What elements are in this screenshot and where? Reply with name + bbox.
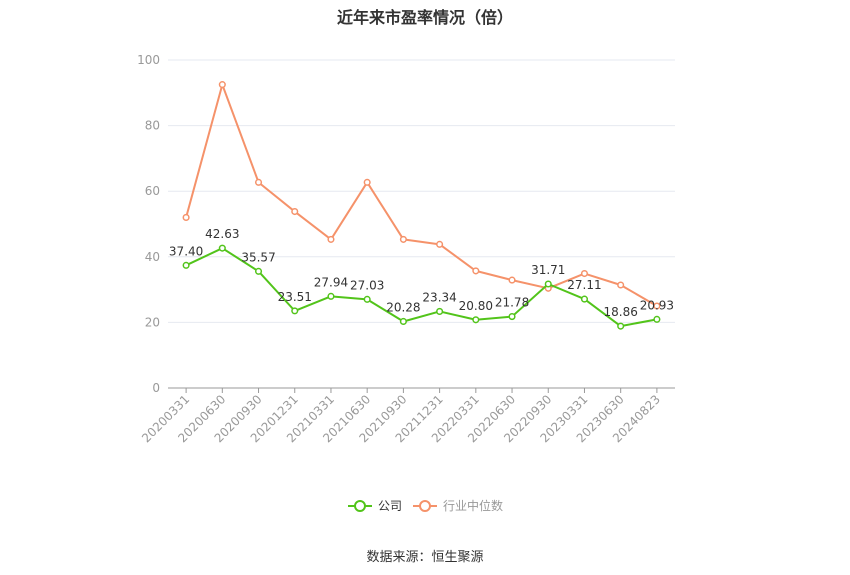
data-point-0 [291,307,299,315]
data-point-0 [472,316,480,324]
data-point-1 [363,178,371,186]
grid-layer [168,59,675,323]
data-point-1 [436,240,444,248]
y-tick-label: 20 [145,315,160,329]
data-point-0 [327,292,335,300]
data-point-0 [182,261,190,269]
data-point-1 [327,235,335,243]
data-label: 21.78 [495,296,529,310]
data-point-1 [182,213,190,221]
data-point-0 [363,295,371,303]
legend-item-1[interactable]: 行业中位数 [413,498,503,513]
data-label: 37.40 [169,244,203,258]
data-point-1 [580,269,589,278]
data-label: 20.93 [640,298,674,312]
data-point-1 [508,276,516,284]
data-point-1 [218,81,226,89]
series-layer [182,81,661,330]
data-point-0 [436,307,444,315]
data-point-0 [580,295,589,303]
data-point-1 [399,235,407,243]
data-point-0 [254,267,263,275]
data-label: 23.51 [278,290,312,304]
data-label: 35.57 [241,250,275,264]
data-point-0 [399,317,407,326]
data-point-0 [508,313,516,321]
series-line-0 [185,247,658,328]
series-line-1 [185,83,658,307]
chart-title: 近年来市盈率情况（倍） [336,8,513,27]
legend-marker-icon [419,500,431,512]
legend-marker-icon [354,500,366,512]
data-label: 31.71 [531,263,565,277]
data-label: 18.86 [603,305,637,319]
data-point-0 [653,315,661,323]
y-tick-label: 60 [145,184,160,198]
legend-label: 行业中位数 [443,498,503,513]
data-label: 23.34 [422,290,456,304]
data-point-0 [617,322,625,330]
legend-label: 公司 [378,499,402,513]
data-point-0 [218,244,226,252]
data-label: 27.03 [350,278,384,292]
legend-item-0[interactable]: 公司 [348,499,402,513]
data-label: 20.80 [459,299,493,313]
y-tick-label: 80 [145,119,160,133]
data-source-note: 数据来源：恒生聚源 [366,550,484,565]
data-label: 42.63 [205,227,239,241]
data-point-1 [617,281,625,289]
legend[interactable]: 公司 行业中位数 [348,498,503,513]
y-tick-label: 100 [137,53,160,67]
axis-layer: 0204060801002020033120200630202009302020… [137,53,675,445]
data-label: 20.28 [386,300,420,314]
data-point-1 [291,207,299,216]
data-point-1 [472,267,480,275]
data-label: 27.11 [567,278,601,292]
y-tick-label: 0 [152,381,160,395]
data-point-0 [544,280,552,288]
data-label: 27.94 [314,275,348,289]
data-point-1 [254,178,263,186]
y-tick-label: 40 [145,250,160,264]
data-point-1 [653,302,661,310]
